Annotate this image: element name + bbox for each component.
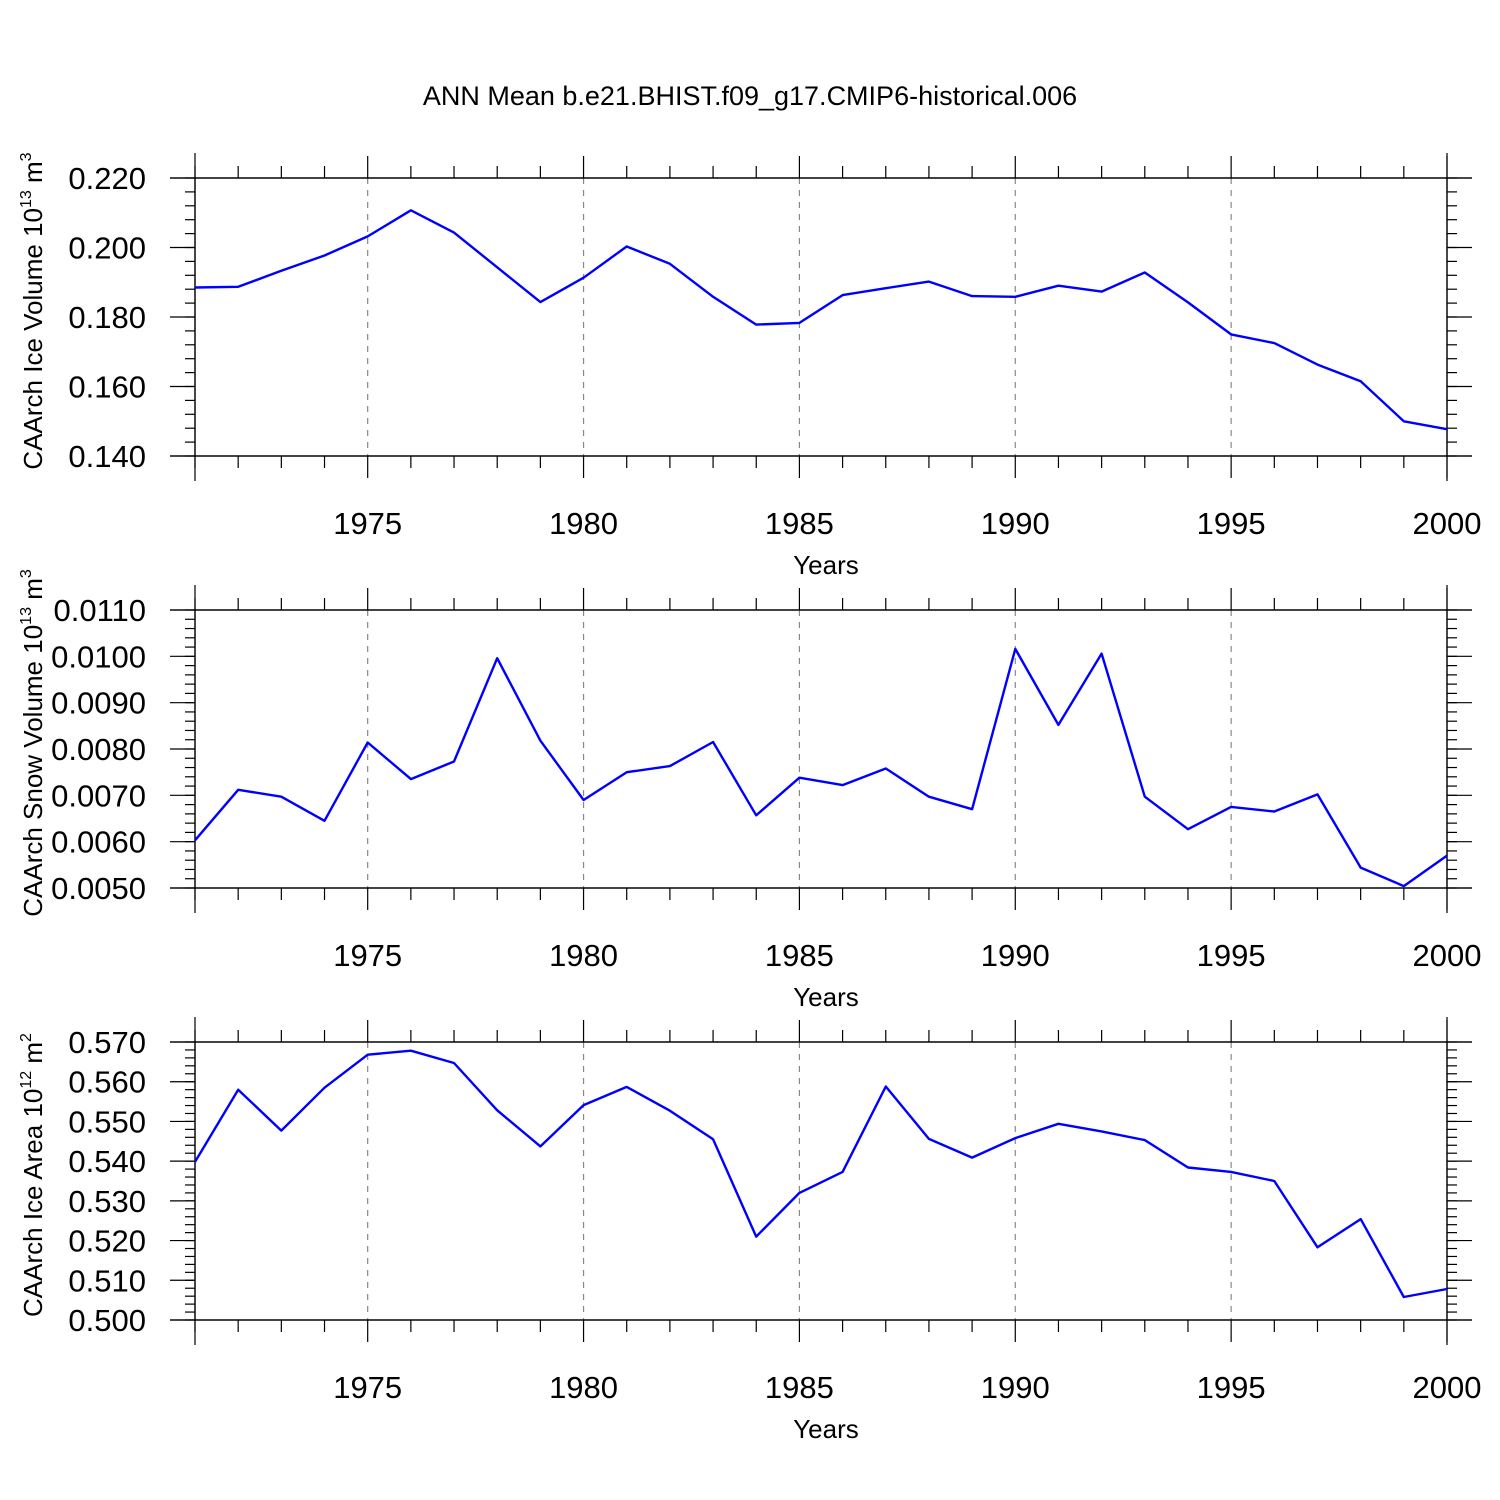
series-line — [194, 209, 1448, 431]
y-tick-label: 0.0070 — [51, 778, 146, 813]
x-tick-label: 1975 — [333, 506, 402, 541]
panel-1: 1975 1980 1985 1990 1995 2000 Years 0.140 0.160 0… — [18, 152, 1481, 580]
x-tick-label: 1990 — [981, 506, 1050, 541]
x-tick-label: 2000 — [1413, 506, 1482, 541]
y-tick-label: 0.550 — [68, 1104, 146, 1139]
x-axis-title: Years — [793, 1414, 859, 1444]
panels: 1975 1980 1985 1990 1995 2000 Years 0.140 0.160 0… — [18, 152, 1481, 1444]
y-tick-label: 0.220 — [68, 161, 146, 196]
x-tick-label: 2000 — [1413, 938, 1482, 973]
y-tick-label: 0.0090 — [51, 686, 146, 721]
plot-frame — [194, 609, 1448, 889]
x-axis-title: Years — [793, 550, 859, 580]
y-tick-label: 0.560 — [68, 1065, 146, 1100]
x-tick-label: 1985 — [765, 506, 834, 541]
x-axis-title: Years — [793, 982, 859, 1012]
y-tick-label: 0.510 — [68, 1263, 146, 1298]
y-tick-label: 0.0050 — [51, 871, 146, 906]
y-tick-label: 0.0100 — [51, 639, 146, 674]
x-tick-label: 1975 — [333, 938, 402, 973]
series-line — [194, 647, 1448, 888]
x-tick-label: 1980 — [549, 1370, 618, 1405]
y-tick-label: 0.570 — [68, 1025, 146, 1060]
y-tick-label: 0.0080 — [51, 732, 146, 767]
y-tick-label: 0.200 — [68, 231, 146, 266]
panel-3: 1975 1980 1985 1990 1995 2000 Years 0.500 0.510 0… — [18, 1017, 1481, 1444]
y-tick-label: 0.140 — [68, 439, 146, 474]
y-axis-title: CAArch Ice Area 1012 m2 — [18, 1033, 48, 1317]
x-tick-label: 1980 — [549, 938, 618, 973]
x-tick-label: 1995 — [1197, 506, 1266, 541]
y-axis-title: CAArch Snow Volume 1013 m3 — [18, 569, 48, 917]
x-tick-label: 1985 — [765, 1370, 834, 1405]
x-tick-label: 2000 — [1413, 1370, 1482, 1405]
figure-title: ANN Mean b.e21.BHIST.f09_g17.CMIP6-histo… — [423, 81, 1077, 111]
x-tick-label: 1990 — [981, 938, 1050, 973]
y-tick-label: 0.0060 — [51, 825, 146, 860]
x-tick-label: 1990 — [981, 1370, 1050, 1405]
y-tick-label: 0.520 — [68, 1224, 146, 1259]
x-tick-label: 1985 — [765, 938, 834, 973]
plot-frame — [194, 1041, 1448, 1321]
panel-2: 1975 1980 1985 1990 1995 2000 Years 0.0050 0.006… — [18, 569, 1481, 1012]
x-tick-label: 1995 — [1197, 1370, 1266, 1405]
x-tick-label: 1995 — [1197, 938, 1266, 973]
x-tick-label: 1980 — [549, 506, 618, 541]
plot-frame — [194, 177, 1448, 457]
y-tick-label: 0.180 — [68, 300, 146, 335]
series-line — [193, 1049, 1448, 1299]
y-tick-label: 0.500 — [68, 1303, 146, 1338]
x-tick-label: 1975 — [333, 1370, 402, 1405]
y-tick-label: 0.530 — [68, 1184, 146, 1219]
y-axis-title: CAArch Ice Volume 1013 m3 — [18, 152, 48, 469]
y-tick-label: 0.160 — [68, 370, 146, 405]
y-tick-label: 0.540 — [68, 1144, 146, 1179]
y-tick-label: 0.0110 — [53, 593, 146, 628]
